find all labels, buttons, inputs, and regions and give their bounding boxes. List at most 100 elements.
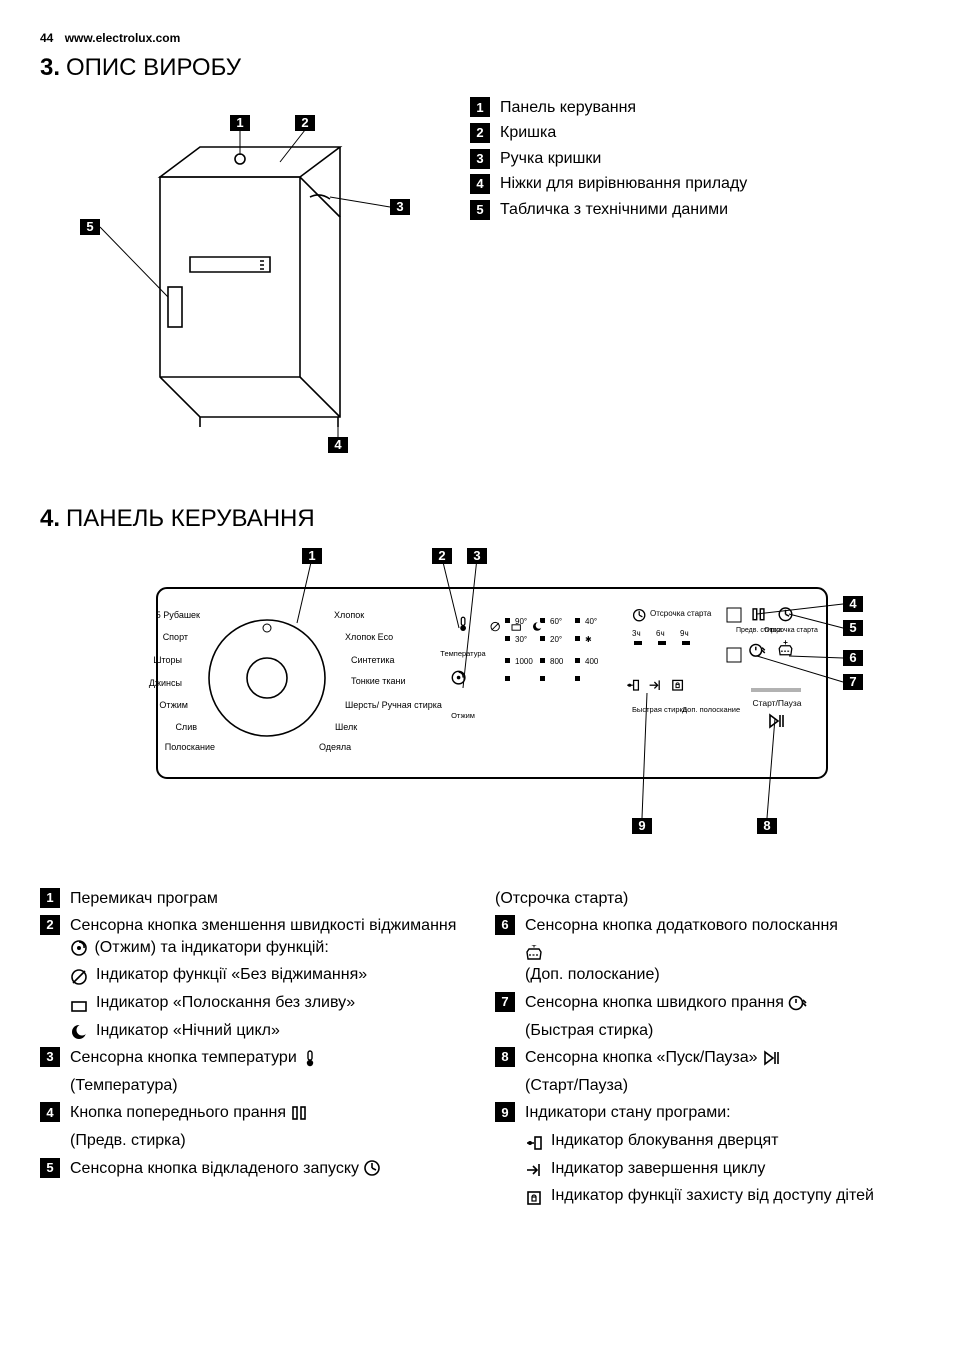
- list-item: 2Сенсорна кнопка зменшення швидкості від…: [40, 915, 459, 958]
- svg-text:1: 1: [308, 548, 315, 563]
- list-item-text: Індикатори стану програми:: [525, 1102, 914, 1124]
- svg-text:Джинсы: Джинсы: [149, 678, 182, 688]
- svg-text:60°: 60°: [550, 617, 562, 626]
- svg-text:Отжим: Отжим: [451, 711, 475, 720]
- list-paren: (Быстрая стирка): [525, 1020, 914, 1042]
- list-item: 9Індикатори стану програми:: [495, 1102, 914, 1124]
- product-diagram: 1 2 3 4 5: [40, 97, 440, 464]
- svg-text:Отсрочка старта: Отсрочка старта: [650, 609, 712, 618]
- svg-text:Шелк: Шелк: [335, 722, 357, 732]
- list-item: 1Перемикач програм: [40, 888, 459, 910]
- svg-text:Температура: Температура: [440, 649, 486, 658]
- rinsehold-icon: [70, 996, 90, 1014]
- svg-text:Хлопок Eco: Хлопок Eco: [345, 632, 393, 642]
- legend-item: 4Ніжки для вирівнювання приладу: [470, 173, 914, 195]
- svg-text:3ч: 3ч: [632, 629, 641, 638]
- svg-text:30°: 30°: [515, 635, 527, 644]
- svg-text:3: 3: [396, 199, 403, 214]
- svg-text:Синтетика: Синтетика: [351, 655, 395, 665]
- thermo-icon: [301, 1049, 321, 1067]
- nospin-icon: [70, 968, 90, 986]
- svg-text:Тонкие ткани: Тонкие ткани: [351, 676, 406, 686]
- list-paren: (Отсрочка старта): [495, 888, 914, 910]
- svg-text:5: 5: [86, 219, 93, 234]
- svg-text:Шерсть/ Ручная стирка: Шерсть/ Ручная стирка: [345, 700, 442, 710]
- list-item: 3Сенсорна кнопка температури: [40, 1047, 459, 1069]
- list-sub-item: Індикатор «Нічний цикл»: [70, 1020, 459, 1044]
- svg-text:Одеяла: Одеяла: [319, 742, 351, 752]
- svg-text:3: 3: [473, 548, 480, 563]
- section4-heading: 4.ПАНЕЛЬ КЕРУВАННЯ: [40, 503, 914, 535]
- svg-text:6ч: 6ч: [656, 629, 665, 638]
- svg-text:Доп. полоскание: Доп. полоскание: [682, 705, 740, 714]
- svg-text:1000: 1000: [515, 657, 533, 666]
- svg-text:Быстрая стирка: Быстрая стирка: [632, 705, 688, 714]
- childlock-icon: [525, 1189, 545, 1207]
- section4-right-column: (Отсрочка старта) 6Сенсорна кнопка додатк…: [495, 888, 914, 1213]
- svg-text:Полоскание: Полоскание: [165, 742, 215, 752]
- list-sub-item: Індикатор функції «Без віджимання»: [70, 964, 459, 988]
- list-paren: (Доп. полоскание): [525, 964, 914, 986]
- list-item-text: Перемикач програм: [70, 888, 459, 910]
- svg-text:4: 4: [334, 437, 342, 452]
- svg-text:2: 2: [438, 548, 445, 563]
- night-icon: [70, 1023, 90, 1041]
- list-sub-item: Індикатор функції захисту від доступу ді…: [525, 1185, 914, 1209]
- spin-icon: [70, 939, 90, 957]
- list-item-text: Сенсорна кнопка «Пуск/Пауза»: [525, 1047, 914, 1069]
- list-item: 5Сенсорна кнопка відкладеного запуску: [40, 1158, 459, 1180]
- quick-icon: [788, 994, 808, 1012]
- svg-text:8: 8: [763, 818, 770, 833]
- clock-icon: [363, 1159, 383, 1177]
- svg-text:2: 2: [301, 115, 308, 130]
- svg-text:Хлопок: Хлопок: [334, 610, 364, 620]
- svg-text:9ч: 9ч: [680, 629, 689, 638]
- prewash-icon: [290, 1104, 310, 1122]
- list-sub-item: Індикатор «Полоскання без зливу»: [70, 992, 459, 1016]
- list-item: 8Сенсорна кнопка «Пуск/Пауза»: [495, 1047, 914, 1069]
- svg-text:Отжим: Отжим: [159, 700, 188, 710]
- svg-text:Слив: Слив: [175, 722, 197, 732]
- svg-text:7: 7: [849, 674, 856, 689]
- svg-text:20°: 20°: [550, 635, 562, 644]
- svg-text:4: 4: [849, 596, 857, 611]
- list-item-text: Сенсорна кнопка додаткового полоскання: [525, 915, 914, 937]
- svg-text:Спорт: Спорт: [163, 632, 188, 642]
- list-paren: (Температура): [70, 1075, 459, 1097]
- svg-text:9: 9: [638, 818, 645, 833]
- svg-text:Отсрочка старта: Отсрочка старта: [764, 627, 818, 634]
- extrarinse-icon: [525, 945, 545, 963]
- svg-text:Шторы: Шторы: [153, 655, 182, 665]
- legend-item: 5Табличка з технічними даними: [470, 199, 914, 221]
- list-item-text: Сенсорна кнопка температури: [70, 1047, 459, 1069]
- list-item-text: Кнопка попереднього прання: [70, 1102, 459, 1124]
- svg-text:Старт/Пауза: Старт/Пауза: [752, 698, 801, 708]
- control-panel-diagram: 5 Рубашек Спорт Шторы Джинсы Отжим Слив …: [40, 548, 914, 858]
- svg-text:6: 6: [849, 650, 856, 665]
- svg-text:400: 400: [585, 657, 599, 666]
- page-number: 44: [40, 31, 53, 45]
- legend-item: 2Кришка: [470, 122, 914, 144]
- end-icon: [525, 1161, 545, 1179]
- svg-text:✱: ✱: [585, 635, 592, 644]
- legend-item: 3Ручка кришки: [470, 148, 914, 170]
- list-paren: (Старт/Пауза): [525, 1075, 914, 1097]
- list-paren: (Предв. стирка): [70, 1130, 459, 1152]
- svg-text:800: 800: [550, 657, 564, 666]
- section4-left-column: 1Перемикач програм 2Сенсорна кнопка зменш…: [40, 888, 459, 1213]
- section3-heading: 3.ОПИС ВИРОБУ: [40, 52, 914, 84]
- list-item: 4Кнопка попереднього прання: [40, 1102, 459, 1124]
- svg-text:5 Рубашек: 5 Рубашек: [156, 610, 200, 620]
- svg-text:1: 1: [236, 115, 243, 130]
- page-header: 44 www.electrolux.com: [40, 30, 914, 46]
- list-item-text: Сенсорна кнопка зменшення швидкості відж…: [70, 915, 459, 958]
- doorlock-icon: [525, 1134, 545, 1152]
- list-item: 6Сенсорна кнопка додаткового полоскання: [495, 915, 914, 937]
- section3-legend: 1Панель керування 2Кришка 3Ручка кришки …: [470, 97, 914, 464]
- play-icon: [762, 1049, 782, 1067]
- list-sub-item: Індикатор завершення циклу: [525, 1158, 914, 1182]
- svg-text:40°: 40°: [585, 617, 597, 626]
- list-item-text: Сенсорна кнопка швидкого прання: [525, 992, 914, 1014]
- header-url: www.electrolux.com: [65, 31, 181, 45]
- list-item-text: Сенсорна кнопка відкладеного запуску: [70, 1158, 459, 1180]
